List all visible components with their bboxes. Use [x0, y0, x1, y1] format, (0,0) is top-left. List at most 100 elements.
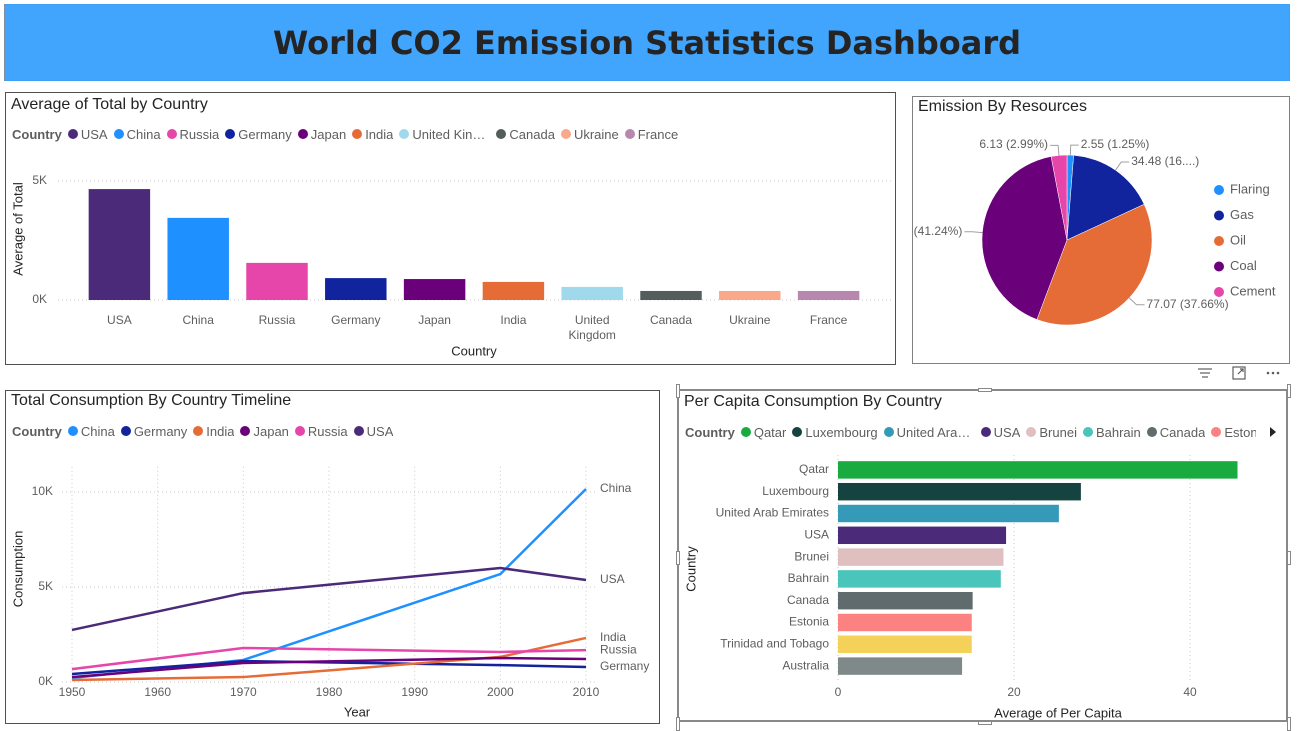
legend-label: Russia — [179, 126, 220, 142]
focus-icon[interactable] — [1232, 366, 1246, 380]
resize-handle[interactable] — [676, 384, 680, 398]
legend-swatch — [113, 129, 124, 139]
visual-panel[interactable]: Total Consumption By Country Timeline Cou… — [5, 390, 660, 724]
legend-scroll-arrow — [1270, 427, 1276, 437]
line-series — [71, 646, 587, 671]
legend-item: Qatar — [740, 425, 786, 440]
y-tick-label: Canada — [787, 593, 829, 607]
bar — [838, 526, 1007, 545]
resize-handle[interactable] — [977, 388, 992, 392]
legend-swatch — [193, 426, 204, 436]
resize-handle[interactable] — [1287, 384, 1291, 398]
data-label: 34.48 (16....) — [1131, 154, 1200, 168]
legend: Country USA China Russia Germany Japan India Un… — [12, 126, 678, 142]
resize-handle[interactable] — [676, 717, 680, 731]
legend-label: Bahrain — [1095, 424, 1141, 440]
legend-swatch — [225, 129, 236, 139]
legend-row: Country China Germany India Japan Russia USA — [12, 422, 647, 440]
chart: Per Capita Consumption By Country Country… — [683, 393, 1276, 720]
legend-swatch — [883, 427, 894, 437]
bar — [246, 262, 308, 300]
line-series — [71, 656, 587, 679]
x-tick-label-box: USA — [107, 313, 132, 327]
bar — [561, 286, 623, 300]
pie-slice — [1050, 154, 1068, 241]
bar — [838, 504, 1059, 523]
x-tick-label: 0 — [835, 685, 842, 699]
legend-label: Coal — [1230, 258, 1257, 273]
resize-handle[interactable] — [977, 721, 992, 725]
legend-label: Luxembourg — [805, 424, 878, 440]
leader-line — [1115, 161, 1130, 171]
x-tick-label-box: Ukraine — [729, 313, 770, 327]
x-tick-label: 2000 — [487, 685, 514, 699]
legend-label: Germany — [133, 423, 188, 439]
x-tick-label-box: India — [500, 313, 526, 327]
legend-row: Country Qatar Luxembourg United Arab Emirat… — [685, 423, 1256, 441]
end-label: India — [600, 630, 626, 644]
x-tick-label-box: Canada — [650, 313, 692, 327]
legend: Country Qatar Luxembourg United Arab Emirat… — [685, 423, 1256, 441]
resize-handle[interactable] — [1287, 717, 1291, 731]
legend-swatch — [1214, 185, 1224, 195]
visual-header-icons — [1198, 366, 1280, 380]
bar — [838, 635, 972, 654]
legend-label: Estonia — [1224, 424, 1256, 440]
leader-line — [1050, 144, 1060, 156]
header: World CO2 Emission Statistics Dashboard — [4, 4, 1290, 81]
dashboard-title: World CO2 Emission Statistics Dashboard — [273, 23, 1021, 62]
visual-panel[interactable]: Emission By Resources 2.55 (1.25%) Flaring… — [912, 96, 1290, 364]
y-tick-label: United Arab Emirates — [716, 506, 829, 520]
legend-label: Ukraine — [573, 126, 619, 142]
legend-item: United Arab Emirates — [883, 424, 975, 440]
legend-item: India — [352, 127, 393, 142]
legend-swatch — [1082, 427, 1093, 437]
x-tick-label: 1980 — [316, 685, 343, 699]
legend-item: USA — [980, 425, 1020, 440]
y-tick-label: 5K — [38, 579, 53, 593]
x-tick-label: Russia — [258, 313, 296, 327]
more-icon[interactable] — [1266, 371, 1280, 375]
x-tick-label-box: Japan — [418, 313, 451, 327]
legend-label: Japan — [310, 126, 347, 142]
data-label: 6.13 (2.99%) — [979, 137, 1049, 152]
legend-item: Germany — [225, 127, 292, 142]
chart-title: Average of Total by Country — [11, 96, 208, 113]
legend-title: Country — [12, 126, 62, 142]
x-tick-label: 1950 — [59, 685, 86, 699]
legend-label: Russia — [307, 423, 348, 439]
legend-label: China — [126, 126, 161, 142]
x-tick-label: USA — [107, 313, 132, 327]
x-tick-label: United Kingdom — [568, 313, 616, 342]
legend-swatch — [67, 129, 78, 139]
resize-handle[interactable] — [676, 550, 680, 565]
filter-icon[interactable] — [1198, 368, 1212, 378]
legend-swatch — [294, 426, 305, 436]
legend-item: Russia — [294, 423, 348, 439]
legend-swatch — [399, 129, 410, 139]
data-label: 2.55 (1.25%) — [1080, 137, 1150, 152]
legend-label: Gas — [1230, 207, 1254, 222]
line-series — [71, 636, 587, 682]
leader-line — [1128, 297, 1145, 306]
legend: Country China Germany India Japan Russia USA — [12, 422, 647, 440]
chart-title: Emission By Resources — [918, 98, 1087, 115]
legend-item: China — [113, 126, 161, 142]
data-label-box: 77.07 (37.66%) — [1147, 297, 1229, 311]
legend-label: India — [365, 126, 394, 142]
legend-swatch — [1214, 236, 1224, 246]
visual-panel[interactable]: Per Capita Consumption By Country Country… — [676, 384, 1291, 731]
legend-item: Luxembourg — [792, 424, 878, 440]
visual-panel[interactable]: Average of Total by Country Country USA Chi… — [5, 92, 896, 365]
bar — [403, 279, 466, 300]
legend-label: United Arab Emirates — [896, 424, 975, 440]
bar — [838, 613, 972, 632]
chart-title: Per Capita Consumption By Country — [684, 393, 942, 410]
legend-item: USA — [67, 127, 108, 142]
legend-label: USA — [366, 423, 394, 439]
y-tick-label: Trinidad and Tobago — [720, 636, 829, 650]
chart: Total Consumption By Country Timeline Cou… — [10, 392, 649, 719]
legend-item: Japan — [240, 424, 289, 439]
y-tick-label: Estonia — [789, 615, 829, 629]
resize-handle[interactable] — [1287, 550, 1291, 565]
